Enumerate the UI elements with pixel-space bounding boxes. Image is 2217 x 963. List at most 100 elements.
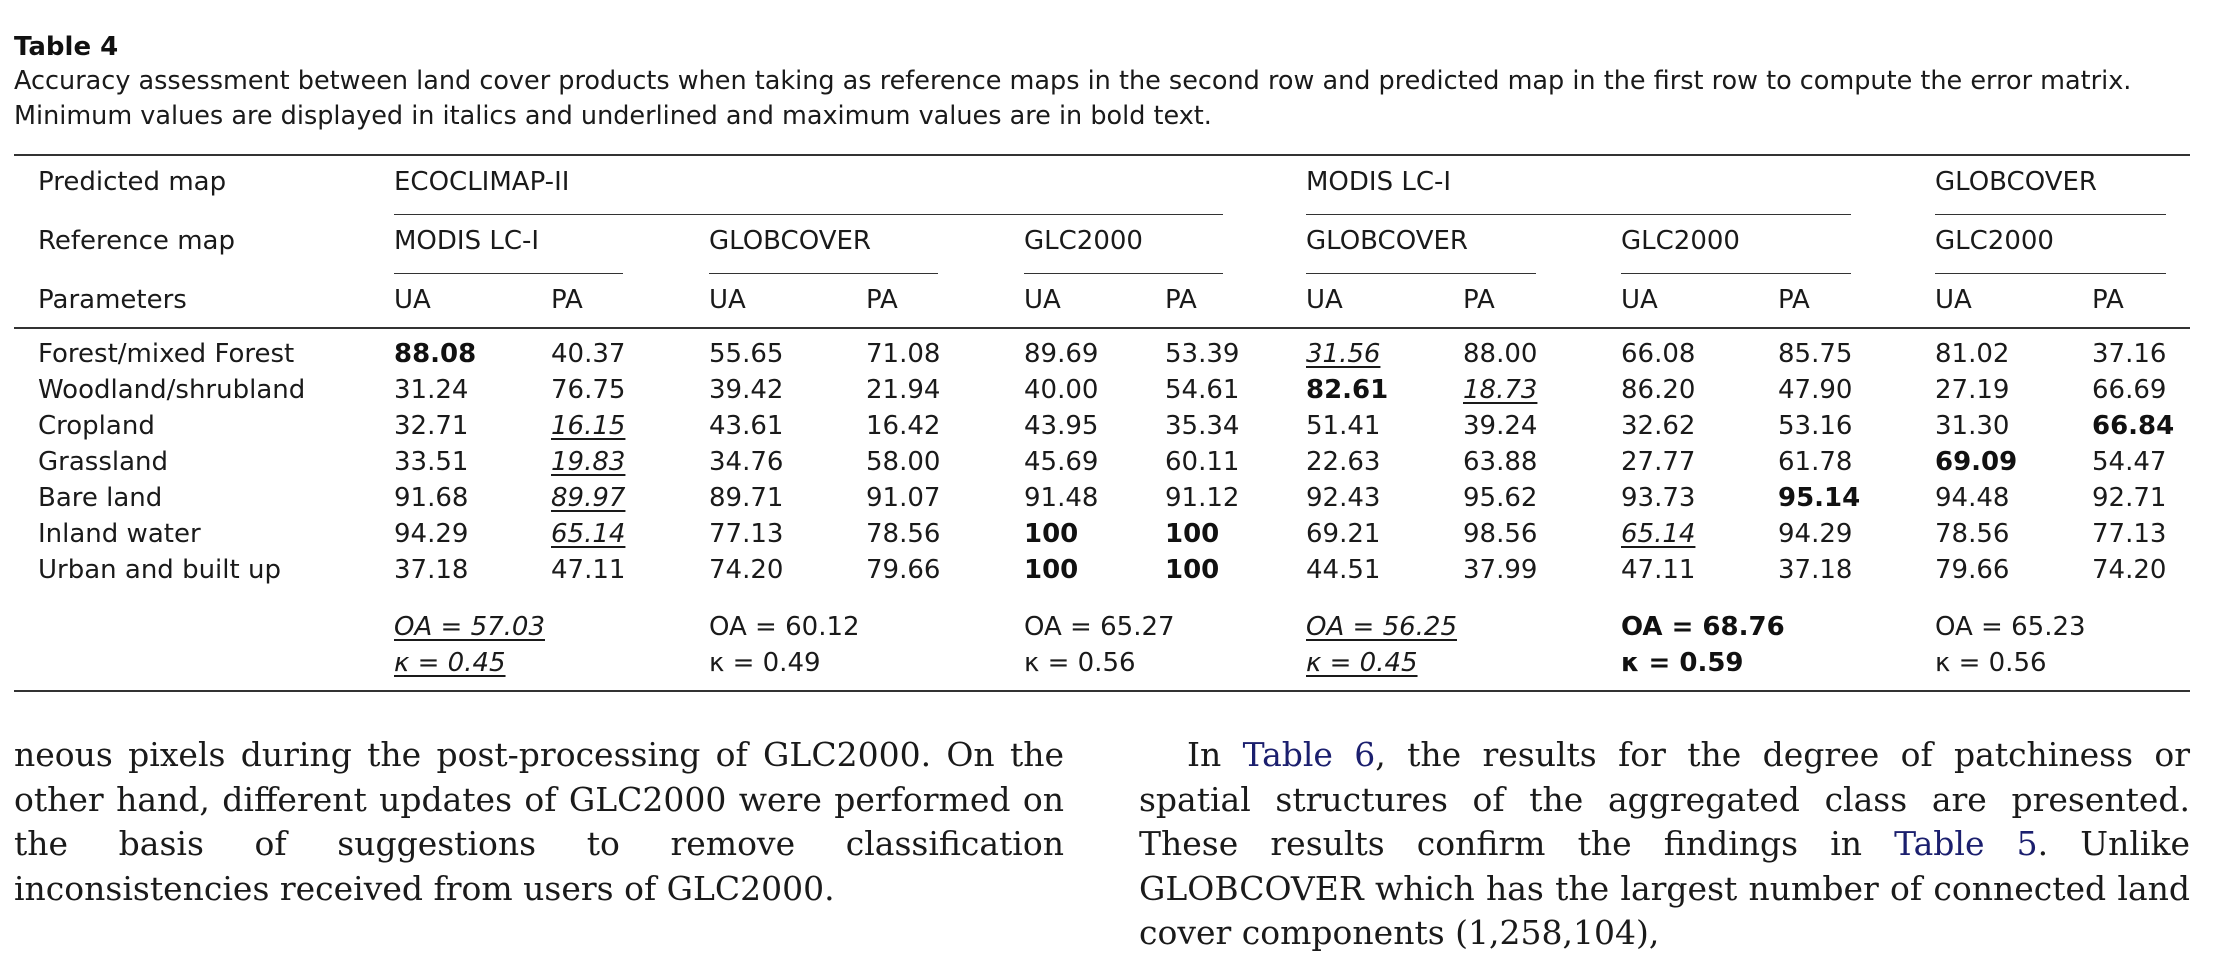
table-cell: 37.18 [394, 555, 469, 585]
table-cell: 54.61 [1165, 375, 1240, 405]
table-cell: 77.13 [2092, 519, 2167, 549]
row-label: Bare land [38, 483, 163, 513]
reference-group-rule [709, 273, 938, 274]
table-cell: 95.62 [1463, 483, 1538, 513]
table-cell: 86.20 [1621, 375, 1696, 405]
table-cell: 94.29 [394, 519, 469, 549]
pa-header: PA [2092, 285, 2124, 315]
table-cell: 43.61 [709, 411, 784, 441]
table-cell: 89.97 [551, 483, 626, 513]
table-cell: 77.13 [709, 519, 784, 549]
table-cell: 91.07 [866, 483, 941, 513]
table-cell: 35.34 [1165, 411, 1240, 441]
table-cell: 95.14 [1778, 483, 1861, 513]
overall-accuracy: OA = 65.23 [1935, 612, 2086, 642]
table-cell: 37.18 [1778, 555, 1853, 585]
ua-header: UA [1306, 285, 1343, 315]
table-cell: 94.48 [1935, 483, 2010, 513]
table-cell: 66.69 [2092, 375, 2167, 405]
reference-map-6: GLC2000 [1935, 226, 2054, 256]
reference-map-label: Reference map [38, 226, 235, 256]
reference-map-1: MODIS LC-I [394, 226, 540, 256]
table-cell: 16.15 [551, 411, 626, 441]
parameters-label: Parameters [38, 285, 187, 315]
table-cell: 85.75 [1778, 339, 1853, 369]
reference-map-3: GLC2000 [1024, 226, 1143, 256]
table-cell: 32.71 [394, 411, 469, 441]
predicted-group-rule [394, 214, 1223, 215]
table-cell: 39.24 [1463, 411, 1538, 441]
table-cell: 88.00 [1463, 339, 1538, 369]
table-cell: 44.51 [1306, 555, 1381, 585]
table-cell: 66.84 [2092, 411, 2175, 441]
kappa-value: κ = 0.49 [709, 648, 821, 678]
table-cell: 22.63 [1306, 447, 1381, 477]
pa-header: PA [866, 285, 898, 315]
reference-map-2: GLOBCOVER [709, 226, 871, 256]
table-cell: 47.90 [1778, 375, 1853, 405]
table-header: Table 4 Accuracy assessment between land… [14, 32, 2190, 134]
reference-group-rule [394, 273, 623, 274]
table-cell: 78.56 [1935, 519, 2010, 549]
table-cell: 39.42 [709, 375, 784, 405]
row-label: Inland water [38, 519, 201, 549]
table-cell: 53.16 [1778, 411, 1853, 441]
body-paragraph-right: In Table 6, the results for the degree o… [1139, 735, 2190, 952]
table-cell: 18.73 [1463, 375, 1538, 405]
kappa-value: κ = 0.45 [1306, 648, 1418, 678]
table-cell: 79.66 [1935, 555, 2010, 585]
predicted-map-label: Predicted map [38, 167, 227, 197]
row-label: Grassland [38, 447, 168, 477]
table-cell: 19.83 [551, 447, 626, 477]
table-5-link[interactable]: Table 5 [1894, 824, 2038, 863]
table-cell: 54.47 [2092, 447, 2167, 477]
header-rule [14, 327, 2190, 329]
table-cell: 94.29 [1778, 519, 1853, 549]
table-cell: 40.37 [551, 339, 626, 369]
table-cell: 89.71 [709, 483, 784, 513]
bottom-rule [14, 690, 2190, 692]
table-cell: 91.48 [1024, 483, 1099, 513]
table-cell: 91.12 [1165, 483, 1240, 513]
table-cell: 31.56 [1306, 339, 1381, 369]
kappa-value: κ = 0.56 [1935, 648, 2047, 678]
table-cell: 27.19 [1935, 375, 2010, 405]
table-cell: 69.09 [1935, 447, 2018, 477]
table-cell: 79.66 [866, 555, 941, 585]
table-cell: 88.08 [394, 339, 477, 369]
table-cell: 61.78 [1778, 447, 1853, 477]
table-cell: 89.69 [1024, 339, 1099, 369]
table-cell: 78.56 [866, 519, 941, 549]
ua-header: UA [709, 285, 746, 315]
table-cell: 91.68 [394, 483, 469, 513]
overall-accuracy: OA = 68.76 [1621, 612, 1785, 642]
table-cell: 100 [1165, 555, 1220, 585]
table-cell: 34.76 [709, 447, 784, 477]
table-cell: 27.77 [1621, 447, 1696, 477]
pa-header: PA [1165, 285, 1197, 315]
predicted-map-1: ECOCLIMAP-II [394, 167, 570, 197]
table-6-link[interactable]: Table 6 [1242, 735, 1376, 774]
row-label: Woodland/shrubland [38, 375, 306, 405]
table-cell: 37.99 [1463, 555, 1538, 585]
table-title: Table 4 [14, 32, 119, 62]
top-rule [14, 154, 2190, 156]
predicted-map-2: MODIS LC-I [1306, 167, 1452, 197]
table-cell: 98.56 [1463, 519, 1538, 549]
predicted-map-3: GLOBCOVER [1935, 167, 2097, 197]
table-cell: 65.14 [551, 519, 626, 549]
table-cell: 45.69 [1024, 447, 1099, 477]
table-cell: 33.51 [394, 447, 469, 477]
table-cell: 100 [1024, 555, 1079, 585]
kappa-value: κ = 0.56 [1024, 648, 1136, 678]
table-cell: 58.00 [866, 447, 941, 477]
overall-accuracy: OA = 56.25 [1306, 612, 1457, 642]
reference-map-4: GLOBCOVER [1306, 226, 1468, 256]
pa-header: PA [551, 285, 583, 315]
table-cell: 100 [1165, 519, 1220, 549]
predicted-group-rule [1306, 214, 1851, 215]
ua-header: UA [1621, 285, 1658, 315]
table-cell: 93.73 [1621, 483, 1696, 513]
table-cell: 32.62 [1621, 411, 1696, 441]
table-cell: 92.71 [2092, 483, 2167, 513]
